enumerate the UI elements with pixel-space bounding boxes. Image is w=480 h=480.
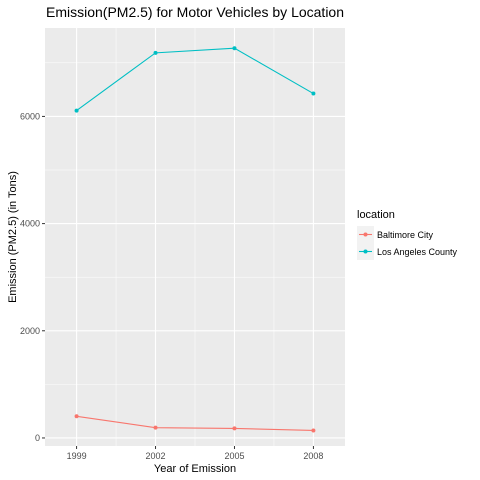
y-tick-label: 4000 <box>20 219 40 229</box>
series-layer <box>74 46 316 433</box>
series-line-los-angeles-county <box>76 47 314 112</box>
data-point-baltimore-city <box>232 426 237 431</box>
data-point-baltimore-city <box>153 425 158 430</box>
x-tick-label: 1999 <box>67 451 87 461</box>
data-point-los-angeles-county <box>74 108 79 113</box>
legend-title: location <box>357 209 395 221</box>
legend-key-point <box>363 249 368 254</box>
y-tick-label: 2000 <box>20 326 40 336</box>
chart-title: Emission(PM2.5) for Motor Vehicles by Lo… <box>46 4 344 20</box>
data-point-los-angeles-county <box>153 50 158 55</box>
data-point-los-angeles-county <box>311 91 316 96</box>
data-point-baltimore-city <box>74 414 79 419</box>
axis-ticks <box>42 115 314 449</box>
legend-label: Baltimore City <box>377 230 434 240</box>
y-axis-title: Emission (PM2.5) (in Tons) <box>7 171 19 303</box>
legend-keys: Baltimore City Los Angeles County <box>357 226 458 260</box>
y-tick-label: 0 <box>35 433 40 443</box>
x-tick-label: 2002 <box>146 451 166 461</box>
legend-key-point <box>363 232 368 237</box>
minor-gridlines <box>45 28 345 446</box>
tick-labels: 0 2000 4000 6000 1999 2002 2005 2008 <box>20 111 323 461</box>
x-tick-label: 2005 <box>224 451 244 461</box>
data-point-baltimore-city <box>311 428 316 433</box>
legend: location Baltimore City Los Angeles Count… <box>357 209 458 260</box>
x-tick-label: 2008 <box>303 451 323 461</box>
major-gridlines <box>45 28 345 446</box>
legend-label: Los Angeles County <box>377 247 458 257</box>
x-axis-title: Year of Emission <box>154 463 236 475</box>
data-point-los-angeles-county <box>232 46 237 51</box>
y-tick-label: 6000 <box>20 111 40 121</box>
series-line-baltimore-city <box>76 415 314 432</box>
